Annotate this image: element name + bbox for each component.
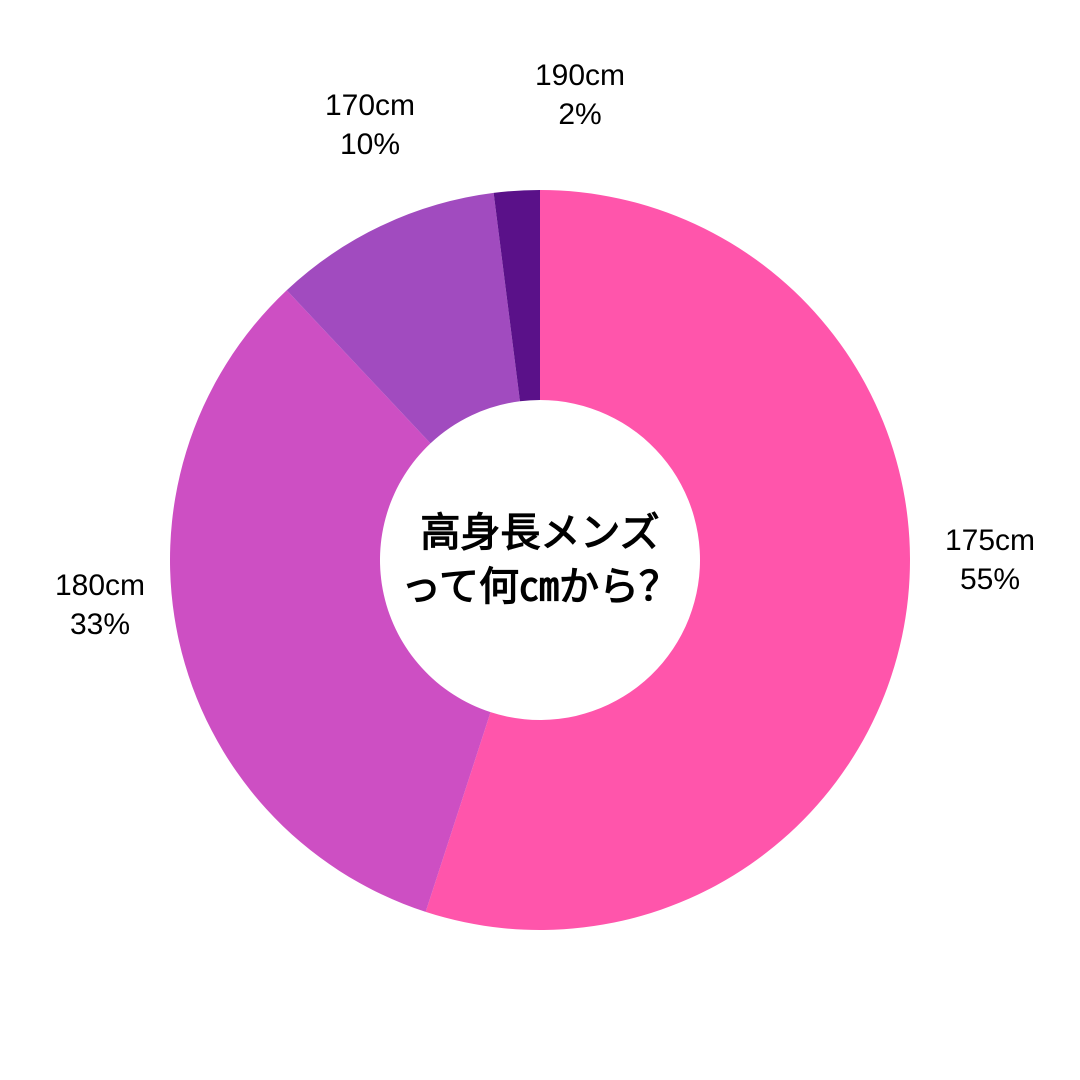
center-title: 高身長メンズ って何㎝から？ — [401, 506, 679, 614]
center-title-line1: 高身長メンズ — [420, 511, 659, 555]
label-s180-bottom: 33% — [70, 608, 130, 641]
label-s190-top: 190cm — [535, 59, 625, 92]
label-s175-bottom: 55% — [960, 563, 1020, 596]
label-s190: 190cm 2% — [535, 56, 625, 134]
label-s170-bottom: 10% — [340, 128, 400, 161]
label-s175-top: 175cm — [945, 524, 1035, 557]
label-s175: 175cm 55% — [945, 521, 1035, 599]
label-s170: 170cm 10% — [325, 86, 415, 164]
label-s180-top: 180cm — [55, 569, 145, 602]
label-s190-bottom: 2% — [558, 98, 601, 131]
center-title-line2: って何㎝から？ — [401, 565, 679, 609]
label-s170-top: 170cm — [325, 89, 415, 122]
label-s180: 180cm 33% — [55, 566, 145, 644]
chart-stage: 高身長メンズ って何㎝から？ 175cm55%180cm33%170cm10%1… — [0, 0, 1080, 1080]
